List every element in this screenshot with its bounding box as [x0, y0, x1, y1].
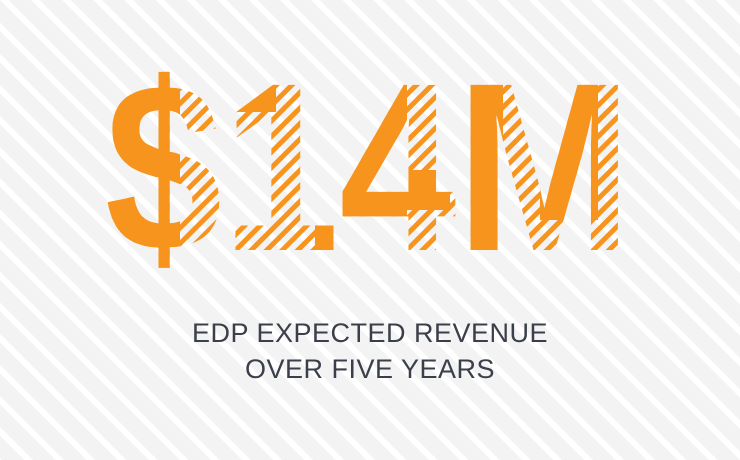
headline-hatched: $14M [105, 33, 632, 301]
caption-line: OVER FIVE YEARS [245, 354, 495, 384]
caption-line: EDP EXPECTED REVENUE [192, 318, 548, 348]
